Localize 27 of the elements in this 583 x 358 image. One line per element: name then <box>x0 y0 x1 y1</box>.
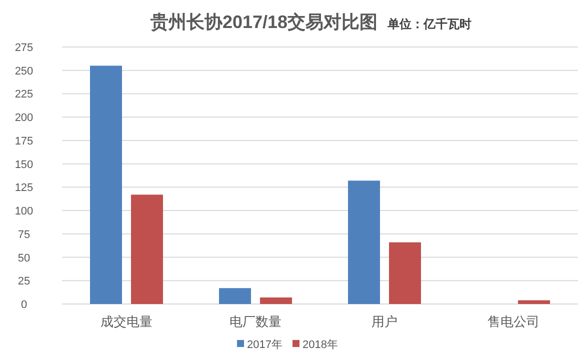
legend-label: 2018年 <box>302 339 338 351</box>
x-tick-label: 电厂数量 <box>230 314 282 329</box>
y-tick-label: 275 <box>14 42 34 54</box>
y-tick-label: 125 <box>14 182 34 194</box>
y-tick-label: 200 <box>14 112 34 124</box>
x-tick-label: 成交电量 <box>100 314 152 329</box>
y-tick-label: 50 <box>18 252 30 264</box>
legend-label: 2017年 <box>247 339 282 351</box>
y-tick-label: 225 <box>14 88 34 101</box>
y-tick-label: 0 <box>20 299 28 311</box>
chart-subtitle: 单位：亿千瓦时 <box>386 17 472 31</box>
bar <box>518 300 550 304</box>
y-tick-label: 75 <box>18 228 30 241</box>
bar <box>131 194 163 304</box>
y-tick-label: 150 <box>14 158 34 171</box>
x-tick-label: 用户 <box>372 314 398 329</box>
y-tick-label: 175 <box>14 135 34 148</box>
bar <box>260 297 292 304</box>
y-tick-label: 100 <box>14 206 34 218</box>
bar <box>348 180 380 304</box>
bar <box>219 288 251 304</box>
chart-title: 贵州长协2017/18交易对比图 <box>149 12 378 32</box>
y-tick-label: 25 <box>18 276 30 288</box>
bar <box>90 66 122 304</box>
x-tick-label: 售电公司 <box>488 314 540 329</box>
bar <box>389 242 421 304</box>
y-tick-label: 250 <box>14 65 34 78</box>
